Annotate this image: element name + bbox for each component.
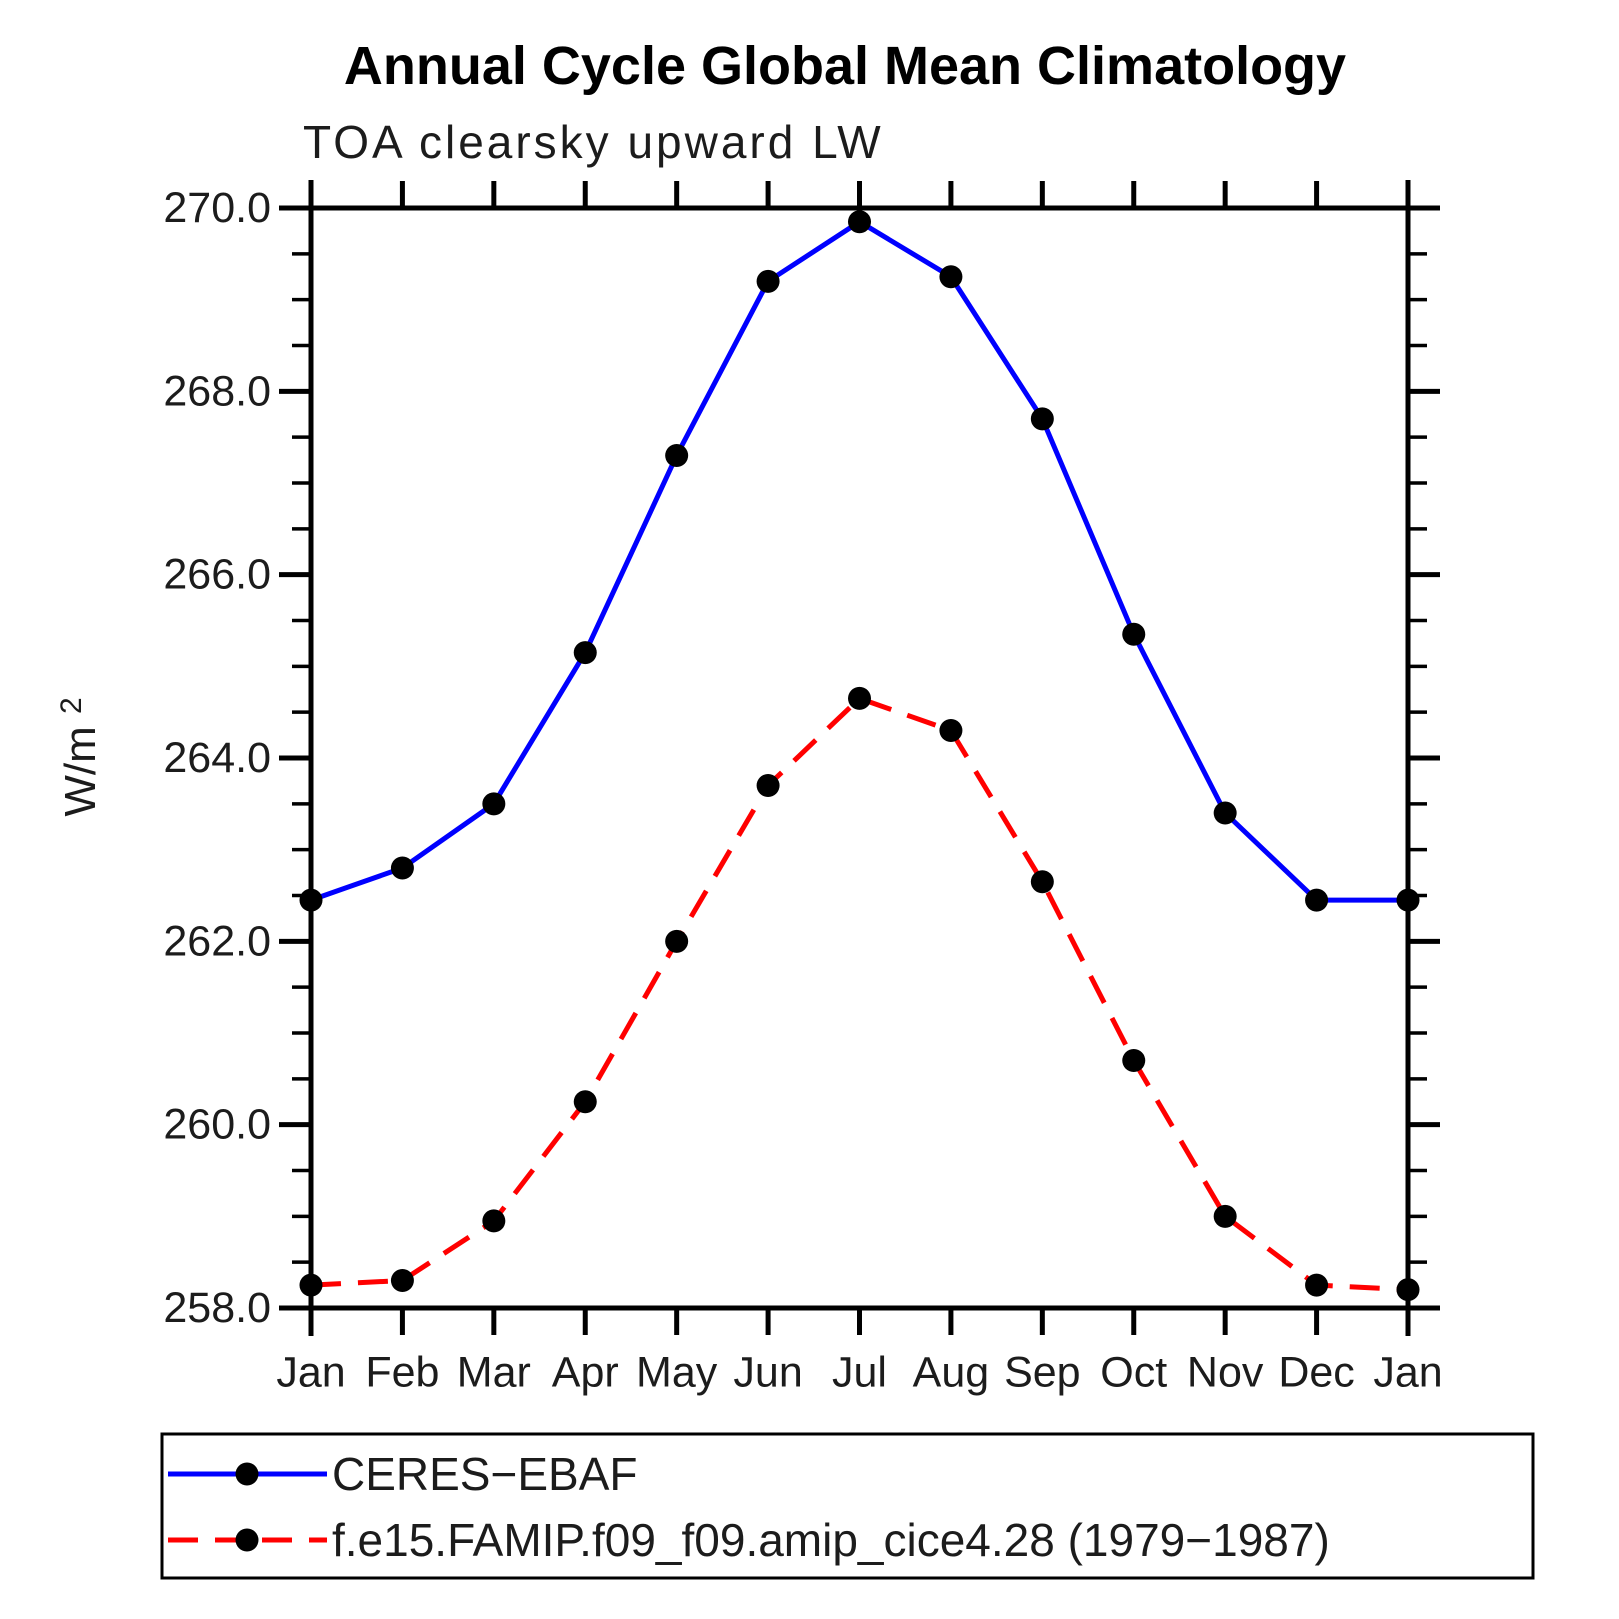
y-tick-label: 260.0 [163, 1101, 271, 1149]
data-point-marker [1305, 1273, 1329, 1297]
data-point-marker [482, 1209, 506, 1233]
data-point-marker [939, 265, 963, 289]
y-tick-label: 264.0 [163, 734, 271, 782]
legend-label-observation: CERES−EBAF [332, 1448, 638, 1500]
chart-subtitle: TOA clearsky upward LW [303, 116, 884, 168]
data-point-marker [1213, 801, 1237, 825]
data-point-marker [756, 774, 780, 797]
legend-marker-dot [235, 1462, 259, 1486]
y-axis-label-unit: W/m [56, 726, 105, 816]
data-point-marker [299, 888, 323, 912]
data-point-marker [1122, 622, 1146, 646]
legend-marker-dot [235, 1528, 259, 1552]
data-point-marker [665, 929, 689, 953]
data-point-marker [390, 856, 414, 880]
x-tick-label: Apr [552, 1348, 619, 1396]
data-point-marker [848, 210, 871, 234]
legend: CERES−EBAF f.e15.FAMIP.f09_f09.amip_cice… [160, 1432, 1535, 1580]
y-tick-label: 262.0 [163, 917, 271, 965]
x-axis-ticks: Jan Feb Mar Apr May Jun Jul Aug Sep Oct Nov Dec Jan [276, 181, 1443, 1396]
legend-entry-model: f.e15.FAMIP.f09_f09.amip_cice4.28 (1979−… [168, 1514, 1330, 1566]
data-point-marker [1030, 407, 1054, 431]
legend-box [160, 1432, 1535, 1580]
data-point-marker [1122, 1049, 1146, 1072]
data-point-marker [1213, 1204, 1237, 1228]
x-tick-label: Jan [1373, 1348, 1442, 1396]
data-point-marker [573, 1090, 597, 1114]
y-axis-ticks: 258.0 260.0 262.0 264.0 266.0 268.0 270.0 [163, 184, 1440, 1332]
data-point-marker [1396, 1278, 1420, 1302]
x-tick-label: Aug [913, 1348, 990, 1396]
data-point-marker [939, 719, 963, 742]
series-line-0 [310, 218, 1408, 903]
x-tick-label: Oct [1100, 1348, 1167, 1396]
y-tick-label: 268.0 [163, 367, 271, 415]
chart-title: Annual Cycle Global Mean Climatology [344, 36, 1346, 96]
y-axis-label: W/m 2 [55, 697, 105, 816]
plot-frame [279, 180, 1440, 1336]
data-point-marker [1396, 888, 1420, 912]
data-point-marker [1305, 888, 1329, 912]
data-point-marker [299, 1273, 323, 1297]
x-tick-label: Jun [733, 1348, 802, 1396]
data-series [299, 210, 1420, 1302]
data-point-marker [390, 1269, 414, 1292]
y-axis-label-exponent: 2 [55, 697, 88, 714]
data-point-marker [1030, 870, 1054, 894]
x-tick-label: Jan [276, 1348, 345, 1396]
legend-label-model: f.e15.FAMIP.f09_f09.amip_cice4.28 (1979−… [332, 1514, 1330, 1566]
data-point-marker [665, 444, 689, 467]
data-point-marker [848, 686, 871, 710]
y-tick-label: 258.0 [163, 1284, 271, 1332]
x-tick-label: Feb [365, 1348, 439, 1396]
data-point-marker [482, 792, 506, 816]
data-point-marker [756, 269, 780, 293]
y-tick-label: 270.0 [163, 184, 271, 232]
legend-entry-observation: CERES−EBAF [168, 1448, 638, 1500]
x-tick-label: Nov [1187, 1348, 1264, 1396]
x-tick-label: Jul [832, 1348, 887, 1396]
data-point-marker [573, 641, 597, 665]
x-tick-label: May [636, 1348, 718, 1396]
y-tick-label: 266.0 [163, 551, 271, 599]
x-tick-label: Dec [1278, 1348, 1354, 1396]
x-tick-label: Mar [457, 1348, 531, 1396]
series-line-1 [310, 695, 1409, 1293]
x-tick-label: Sep [1004, 1348, 1081, 1396]
